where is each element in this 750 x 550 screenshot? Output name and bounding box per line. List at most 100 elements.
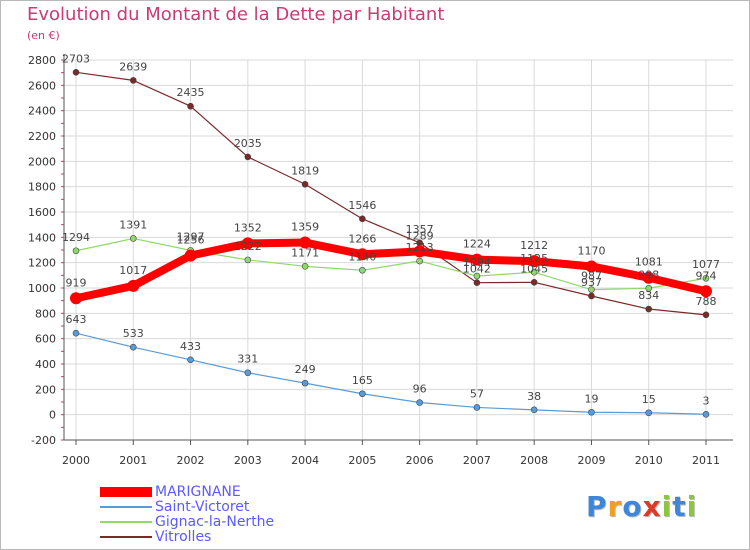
- data-point: [301, 379, 309, 387]
- axes: -200 0 200 400 600 800 1000 1200 1400 1600 1800 200…: [28, 54, 733, 467]
- data-point: [187, 356, 194, 364]
- y-tick-label: 2000: [28, 155, 56, 168]
- series-line-marignane: [72, 238, 710, 303]
- x-tick-label: 2000: [62, 454, 90, 467]
- data-label: 987: [581, 270, 602, 283]
- grid-lines: [64, 59, 733, 441]
- data-labels: 2703 2639 2435 2035 1819 1546 1357 1042 1045 937 8…: [62, 52, 720, 407]
- logo-letter: o: [622, 490, 643, 523]
- logo-letter: r: [607, 490, 623, 523]
- x-tick-label: 2008: [520, 454, 548, 467]
- data-point: [72, 247, 80, 255]
- data-label: 1546: [348, 199, 376, 212]
- series-line-saint-victoret: [75, 332, 707, 415]
- logo-letter: P: [586, 490, 608, 523]
- data-label: 974: [696, 269, 717, 282]
- data-point: [129, 77, 137, 84]
- proxiti-logo: Proxiti: [586, 490, 697, 523]
- data-point: [72, 329, 80, 337]
- data-label: 1140: [348, 250, 376, 263]
- data-label: 643: [66, 313, 87, 326]
- data-label: 1170: [577, 244, 605, 257]
- data-point: [645, 305, 653, 313]
- data-label: 38: [527, 390, 541, 403]
- data-label: 1222: [234, 240, 262, 253]
- data-point: [470, 253, 483, 266]
- data-point: [187, 102, 194, 110]
- data-label: 1391: [119, 218, 147, 231]
- x-tick-label: 2001: [119, 454, 147, 467]
- data-point: [299, 236, 312, 249]
- chart-subtitle: (en €): [27, 29, 60, 42]
- data-point: [72, 68, 80, 76]
- data-label: 1045: [520, 262, 548, 275]
- series-line-vitrolles: [75, 71, 707, 316]
- data-point: [301, 180, 309, 188]
- data-point: [702, 410, 710, 418]
- data-point: [473, 272, 481, 280]
- y-tick-label: 1600: [28, 206, 56, 219]
- y-tick-label: 1000: [28, 282, 56, 295]
- data-point: [359, 266, 366, 274]
- data-label: 1294: [62, 231, 90, 244]
- logo-letter: x: [642, 490, 662, 523]
- chart-title: Evolution du Montant de la Dette par Hab…: [27, 4, 445, 25]
- data-label: 1256: [177, 234, 205, 247]
- data-point: [356, 248, 369, 261]
- y-tick-label: 2200: [28, 130, 56, 143]
- legend-label: Vitrolles: [155, 529, 212, 545]
- x-tick-label: 2003: [234, 454, 262, 467]
- data-label: 788: [696, 295, 717, 308]
- legend-swatch: [100, 506, 152, 508]
- data-label: 1125: [520, 252, 548, 265]
- data-point: [70, 292, 82, 305]
- data-label: 1213: [406, 241, 434, 254]
- data-point: [702, 274, 710, 282]
- data-label: 96: [413, 383, 427, 396]
- data-label: 1352: [234, 221, 262, 234]
- data-point: [585, 260, 598, 273]
- data-label: 1297: [177, 230, 205, 243]
- data-label: 2639: [119, 60, 147, 73]
- data-label: 2435: [177, 86, 205, 99]
- data-point: [642, 271, 655, 284]
- data-label: 1094: [463, 256, 491, 269]
- logo-letter: i: [661, 490, 673, 523]
- data-label: 1357: [406, 223, 434, 236]
- y-tick-label: 2400: [28, 105, 56, 118]
- series-lines: [70, 68, 712, 418]
- data-point: [416, 257, 423, 265]
- data-point: [127, 279, 140, 292]
- legend-swatch: [100, 536, 152, 538]
- series-line-gignac-la-nerthe: [75, 237, 707, 291]
- data-point: [416, 399, 423, 406]
- x-tick-label: 2009: [577, 454, 605, 467]
- data-label: 1289: [406, 229, 434, 242]
- data-point: [241, 237, 254, 250]
- x-tick-label: 2010: [635, 454, 663, 467]
- data-label: 937: [581, 276, 602, 289]
- logo-letter: t: [672, 490, 687, 523]
- y-tick-label: 0: [49, 409, 56, 422]
- data-point: [244, 369, 252, 377]
- data-label: 165: [352, 374, 373, 387]
- y-tick-label: 600: [35, 333, 56, 346]
- data-point: [129, 235, 137, 242]
- data-label: 2703: [62, 52, 90, 65]
- x-tick-label: 2002: [177, 454, 205, 467]
- data-point: [528, 255, 541, 268]
- y-tick-label: 2600: [28, 79, 56, 92]
- legend-label: Saint-Victoret: [155, 499, 250, 515]
- data-label: 15: [642, 393, 656, 406]
- data-label: 998: [638, 268, 659, 281]
- data-point: [244, 256, 252, 264]
- data-label: 249: [295, 363, 316, 376]
- data-point: [413, 245, 426, 258]
- data-point: [530, 268, 538, 276]
- x-tick-label: 2011: [692, 454, 720, 467]
- data-label: 1042: [463, 263, 491, 276]
- y-tick-label: 1800: [28, 181, 56, 194]
- legend-label: MARIGNANE: [155, 484, 241, 500]
- data-label: 1819: [291, 164, 319, 177]
